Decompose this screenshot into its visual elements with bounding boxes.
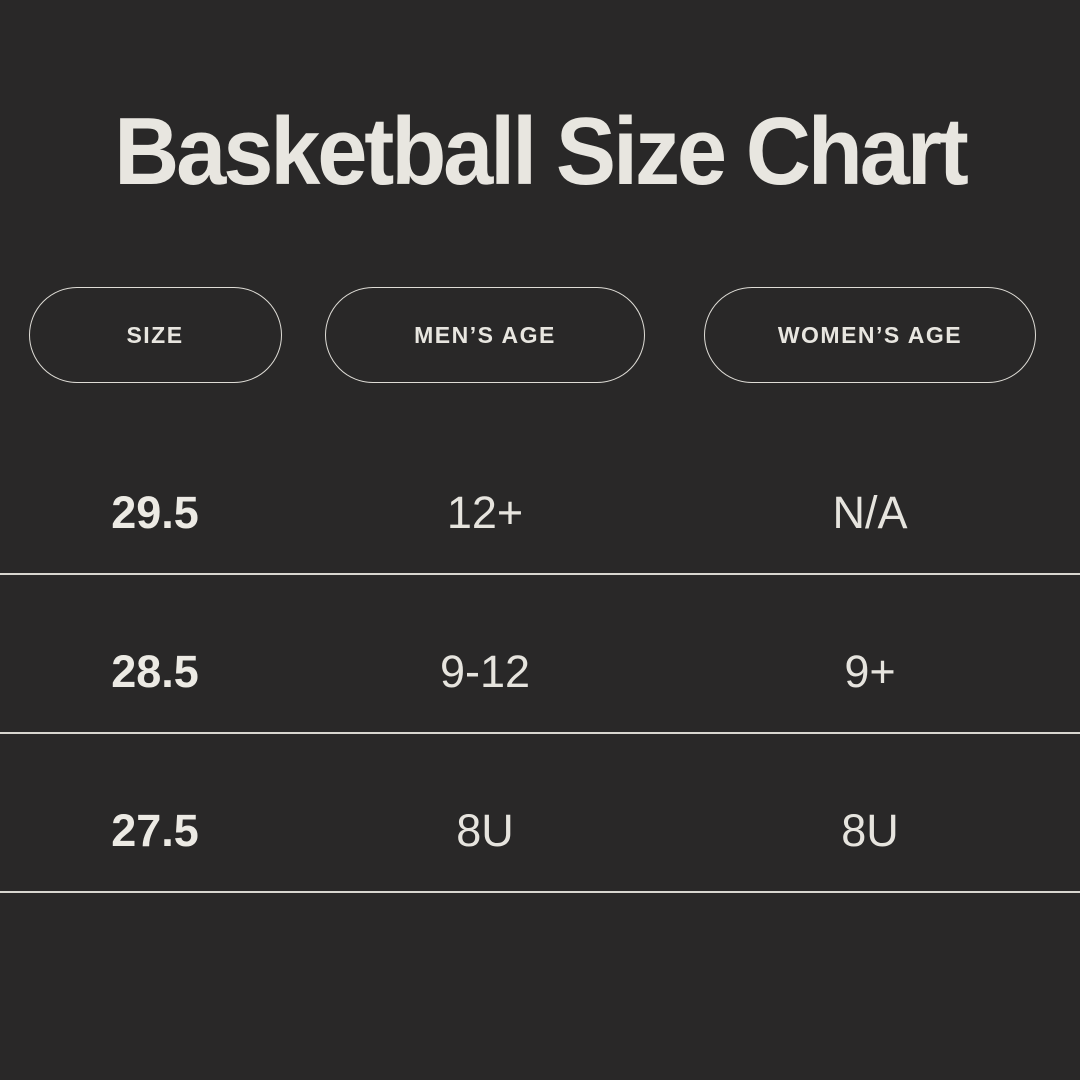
cell-mens-age-27-5: 8U [456,804,514,856]
table-row: 29.5 12+ N/A [0,416,1080,575]
header-cell-womens-age: WOMEN’S AGE [660,287,1080,383]
header-label-size: SIZE [126,321,184,348]
table-row: 27.5 8U 8U [0,734,1080,893]
cell-mens-age-28-5: 9-12 [439,645,531,697]
cell-size-28-5: 28.5 [111,645,199,697]
header-pill-size: SIZE [28,287,282,383]
table-header-row: SIZE MEN’S AGE WOMEN’S AGE [0,287,1080,383]
header-label-mens-age: MEN’S AGE [414,321,556,348]
table-row: 28.5 9-12 9+ [0,575,1080,734]
cell-womens-age-28-5: 9+ [844,645,896,697]
cell-size-29-5: 29.5 [111,486,199,538]
cell-womens-age-29-5: N/A [832,486,908,538]
header-label-womens-age: WOMEN’S AGE [777,321,963,348]
header-cell-size: SIZE [0,287,310,383]
header-pill-mens-age: MEN’S AGE [325,287,645,383]
cell-size-27-5: 27.5 [111,804,199,856]
cell-womens-age-27-5: 8U [841,804,899,856]
table-body: 29.5 12+ N/A 28.5 9-12 9+ 27.5 8U 8U [0,416,1080,893]
header-pill-womens-age: WOMEN’S AGE [704,287,1036,383]
page-title-wrap: Basketball Size Chart [0,92,1080,212]
header-cell-mens-age: MEN’S AGE [310,287,660,383]
page-title: Basketball Size Chart [114,98,969,205]
cell-mens-age-29-5: 12+ [446,486,524,538]
